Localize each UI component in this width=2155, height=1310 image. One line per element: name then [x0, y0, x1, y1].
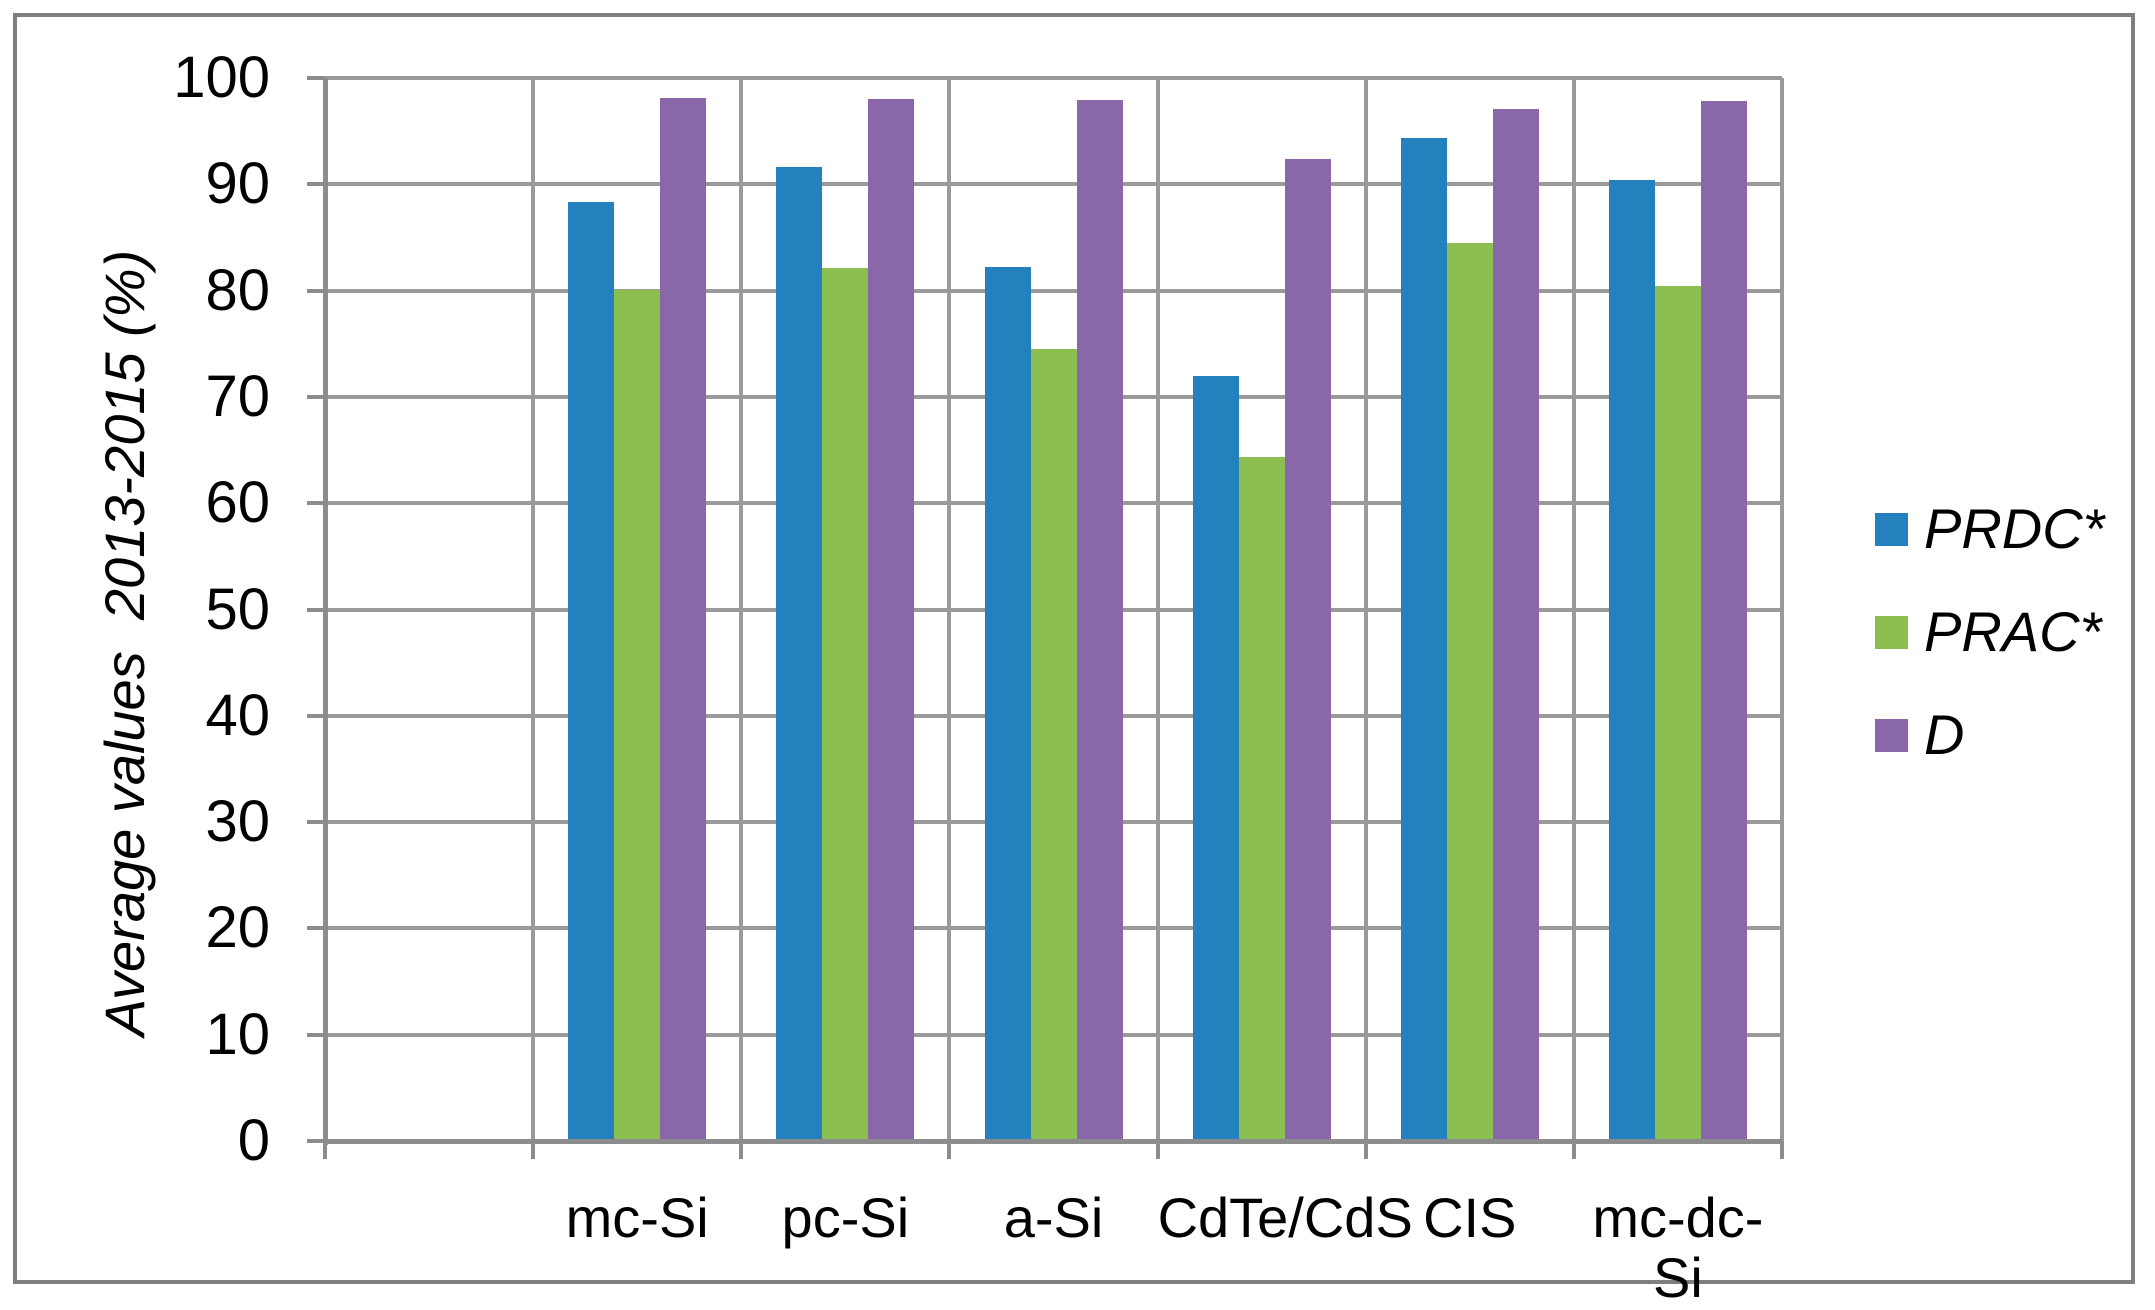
bar-prdc-mc-si [568, 202, 615, 1141]
legend-swatch-prdc [1875, 512, 1908, 546]
legend-label-prac: PRAC* [1924, 600, 2102, 663]
bar-prac-pc-si [822, 268, 869, 1141]
legend-item-prdc: PRDC* [1875, 497, 2105, 560]
x-tick-7 [1780, 1141, 1784, 1159]
y-tick-label-40: 40 [205, 682, 270, 748]
y-axis-line [323, 78, 328, 1145]
y-tick-0 [307, 1139, 325, 1143]
y-tick-70 [307, 394, 325, 399]
y-tick-30 [307, 820, 325, 825]
v-gridline-7 [1780, 78, 1784, 1141]
h-gridline-100 [325, 76, 1782, 80]
bar-prac-mc-dc-si [1654, 286, 1701, 1141]
y-tick-label-60: 60 [205, 470, 270, 536]
h-gridline-80 [325, 288, 1782, 293]
v-gridline-6 [1571, 78, 1576, 1141]
category-label-mc-dc-si: mc-dc-Si [1592, 1186, 1764, 1309]
y-tick-label-70: 70 [205, 363, 270, 429]
y-tick-20 [307, 926, 325, 931]
bar-d-cis [1492, 108, 1539, 1141]
y-tick-label-30: 30 [205, 789, 270, 855]
y-tick-90 [307, 182, 325, 187]
bar-d-cdte-cds [1284, 158, 1331, 1141]
x-tick-2 [739, 1141, 744, 1159]
bar-d-a-si [1076, 100, 1123, 1141]
y-tick-label-50: 50 [205, 576, 270, 642]
bar-prdc-pc-si [776, 167, 823, 1141]
y-tick-label-10: 10 [205, 1001, 270, 1067]
bar-prac-cdte-cds [1238, 457, 1285, 1141]
bar-prdc-a-si [984, 267, 1031, 1141]
category-label-cdte-cds: CdTe/CdS [1157, 1186, 1413, 1249]
bar-prdc-mc-dc-si [1608, 180, 1655, 1141]
y-axis-title: Average values 2013-2015 (%) [93, 249, 156, 1037]
y-tick-60 [307, 501, 325, 506]
x-axis-line [325, 1139, 1782, 1144]
legend-swatch-d [1875, 718, 1908, 752]
y-tick-label-20: 20 [205, 895, 270, 961]
category-label-pc-si: pc-Si [781, 1186, 910, 1249]
h-gridline-90 [325, 182, 1782, 187]
category-label-a-si: a-Si [1003, 1186, 1104, 1249]
x-tick-3 [947, 1141, 952, 1159]
v-gridline-5 [1363, 78, 1368, 1141]
x-tick-4 [1155, 1141, 1160, 1159]
bar-d-pc-si [868, 99, 915, 1141]
bar-prdc-cis [1400, 137, 1447, 1141]
category-label-cis: CIS [1423, 1186, 1517, 1249]
legend-item-d: D [1875, 703, 2104, 766]
legend-item-prac: PRAC* [1875, 600, 2104, 663]
v-gridline-4 [1155, 78, 1160, 1141]
x-tick-1 [531, 1141, 536, 1159]
y-tick-50 [307, 607, 325, 612]
legend-label-d: D [1924, 703, 1965, 766]
bar-prac-mc-si [614, 289, 661, 1141]
legend-label-prdc: PRDC* [1924, 497, 2105, 560]
v-gridline-3 [947, 78, 952, 1141]
category-label-mc-si: mc-Si [565, 1186, 709, 1249]
x-tick-6 [1571, 1141, 1576, 1159]
legend-swatch-prac [1875, 615, 1908, 649]
bar-prac-a-si [1030, 349, 1077, 1141]
bar-d-mc-dc-si [1700, 101, 1747, 1141]
v-gridline-1 [531, 78, 536, 1141]
x-tick-5 [1363, 1141, 1368, 1159]
y-tick-10 [307, 1032, 325, 1037]
y-tick-label-90: 90 [205, 151, 270, 217]
bar-d-mc-si [660, 98, 707, 1141]
y-tick-label-100: 100 [173, 45, 270, 110]
bar-prac-cis [1446, 242, 1493, 1141]
legend: PRDC* PRAC* D [1875, 497, 2105, 821]
bar-prdc-cdte-cds [1192, 375, 1239, 1141]
y-tick-label-80: 80 [205, 257, 270, 323]
y-tick-40 [307, 713, 325, 718]
y-tick-label-0: 0 [237, 1108, 270, 1173]
v-gridline-2 [739, 78, 744, 1141]
x-tick-0 [323, 1141, 327, 1159]
y-tick-80 [307, 288, 325, 293]
y-tick-100 [307, 76, 325, 80]
